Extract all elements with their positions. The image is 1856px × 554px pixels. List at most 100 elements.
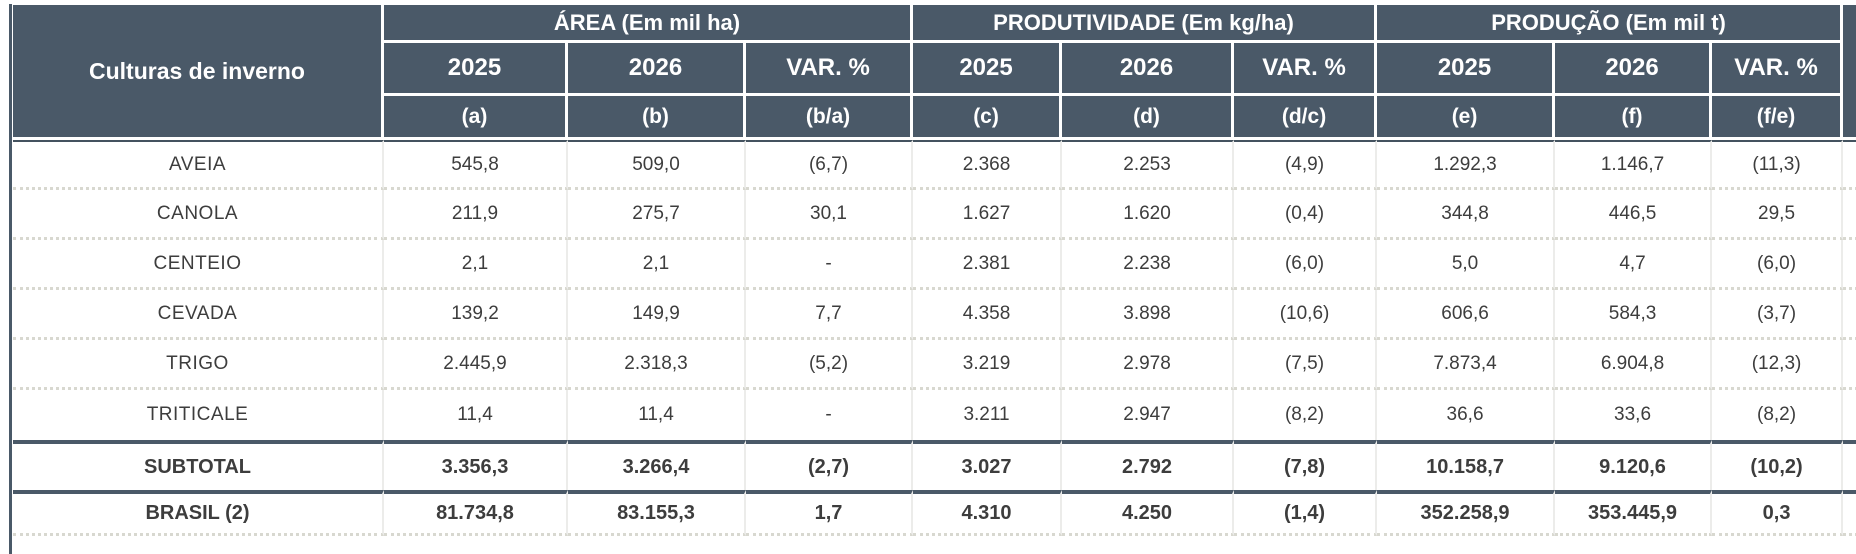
col-letter-dc: (d/c) [1234,96,1378,140]
cell: (7,5) [1234,340,1378,390]
cell: 7.873,4 [1377,340,1556,390]
cell: 2.381 [913,240,1063,290]
row-label: TRIGO [13,340,384,390]
table-row-cevada: CEVADA 139,2 149,9 7,7 4.358 3.898 (10,6… [13,290,1856,340]
col-header-prod-var: VAR. % [1234,43,1378,96]
cell: (7,8) [1234,440,1378,490]
col-letter-fe: (f/e) [1712,96,1844,140]
col-header-prod-2026: 2026 [1062,43,1235,96]
cell: 1.627 [913,190,1063,240]
cell: 1,7 [746,490,914,536]
cell: 1.292,3 [1377,140,1556,190]
cell: 275,7 [568,190,746,240]
cell: 0,3 [1712,490,1844,536]
winter-crops-table: Culturas de inverno ÁREA (Em mil ha) PRO… [13,5,1856,536]
col-letter-a: (a) [384,96,568,140]
col-letter-e: (e) [1377,96,1556,140]
header-group-row: Culturas de inverno ÁREA (Em mil ha) PRO… [13,5,1856,140]
cell: 352.258,9 [1377,490,1556,536]
cell: (5,2) [746,340,914,390]
cell: 33,6 [1555,390,1713,440]
cell: (6,0) [1712,240,1844,290]
row-label: CANOLA [13,190,384,240]
cell: - [746,390,914,440]
cell: 584,3 [1555,290,1713,340]
row-label: SUBTOTAL [13,440,384,490]
table-row-centeio: CENTEIO 2,1 2,1 - 2.381 2.238 (6,0) 5,0 … [13,240,1856,290]
cell: 3.211 [913,390,1063,440]
cropped-edge-cell [1843,340,1856,390]
row-label: AVEIA [13,140,384,190]
header-year-row: 2025 2026 VAR. % 2025 2026 VAR. % 2025 2… [13,43,1856,96]
cropped-edge-cell [1843,290,1856,340]
cell: 9.120,6 [1555,440,1713,490]
cell: (1,4) [1234,490,1378,536]
corner-header: Culturas de inverno [13,5,384,140]
cell: 11,4 [568,390,746,440]
cell: (8,2) [1712,390,1844,440]
cell: (8,2) [1234,390,1378,440]
cell: 81.734,8 [384,490,568,536]
cell: 3.898 [1062,290,1235,340]
group-header-area: ÁREA (Em mil ha) [384,5,914,43]
row-label: BRASIL (2) [13,490,384,536]
cell: 509,0 [568,140,746,190]
col-header-area-2026: 2026 [568,43,746,96]
cell: 11,4 [384,390,568,440]
row-label: CENTEIO [13,240,384,290]
row-label: TRITICALE [13,390,384,440]
group-header-produtividade: PRODUTIVIDADE (Em kg/ha) [913,5,1378,43]
col-header-area-var: VAR. % [746,43,914,96]
cropped-edge-cell [1843,140,1856,190]
cell: (2,7) [746,440,914,490]
cell: 2.445,9 [384,340,568,390]
cell: 10.158,7 [1377,440,1556,490]
cell: 606,6 [1377,290,1556,340]
col-header-prod-2025: 2025 [913,43,1063,96]
cell: 1.620 [1062,190,1235,240]
cropped-edge-cell [1843,240,1856,290]
cell: 545,8 [384,140,568,190]
cell: - [746,240,914,290]
cell: (10,2) [1712,440,1844,490]
cell: 344,8 [1377,190,1556,240]
header-letter-row: (a) (b) (b/a) (c) (d) (d/c) (e) (f) (f/e… [13,96,1856,140]
col-letter-d: (d) [1062,96,1235,140]
cell: (12,3) [1712,340,1844,390]
col-letter-b: (b) [568,96,746,140]
cell: (10,6) [1234,290,1378,340]
cell: 30,1 [746,190,914,240]
cell: 83.155,3 [568,490,746,536]
cell: 3.027 [913,440,1063,490]
cell: 211,9 [384,190,568,240]
col-letter-ba: (b/a) [746,96,914,140]
cell: 446,5 [1555,190,1713,240]
cell: (11,3) [1712,140,1844,190]
group-header-producao: PRODUÇÃO (Em mil t) [1377,5,1844,43]
cell: 3.219 [913,340,1063,390]
col-header-producao-var: VAR. % [1712,43,1844,96]
cell: 3.356,3 [384,440,568,490]
table-row-aveia: AVEIA 545,8 509,0 (6,7) 2.368 2.253 (4,9… [13,140,1856,190]
cell: (4,9) [1234,140,1378,190]
col-letter-f: (f) [1555,96,1713,140]
table-row-canola: CANOLA 211,9 275,7 30,1 1.627 1.620 (0,4… [13,190,1856,240]
cell: 2.368 [913,140,1063,190]
cell: 7,7 [746,290,914,340]
cropped-edge-header [1843,5,1856,140]
cropped-edge-cell [1843,390,1856,440]
cell: 353.445,9 [1555,490,1713,536]
col-header-area-2025: 2025 [384,43,568,96]
cell: (6,7) [746,140,914,190]
table-left-border [9,4,12,554]
col-letter-c: (c) [913,96,1063,140]
cell: 4.250 [1062,490,1235,536]
cell: (3,7) [1712,290,1844,340]
cell: 2.947 [1062,390,1235,440]
table-row-trigo: TRIGO 2.445,9 2.318,3 (5,2) 3.219 2.978 … [13,340,1856,390]
cell: 139,2 [384,290,568,340]
cell: 36,6 [1377,390,1556,440]
cell: 2,1 [384,240,568,290]
cell: (6,0) [1234,240,1378,290]
